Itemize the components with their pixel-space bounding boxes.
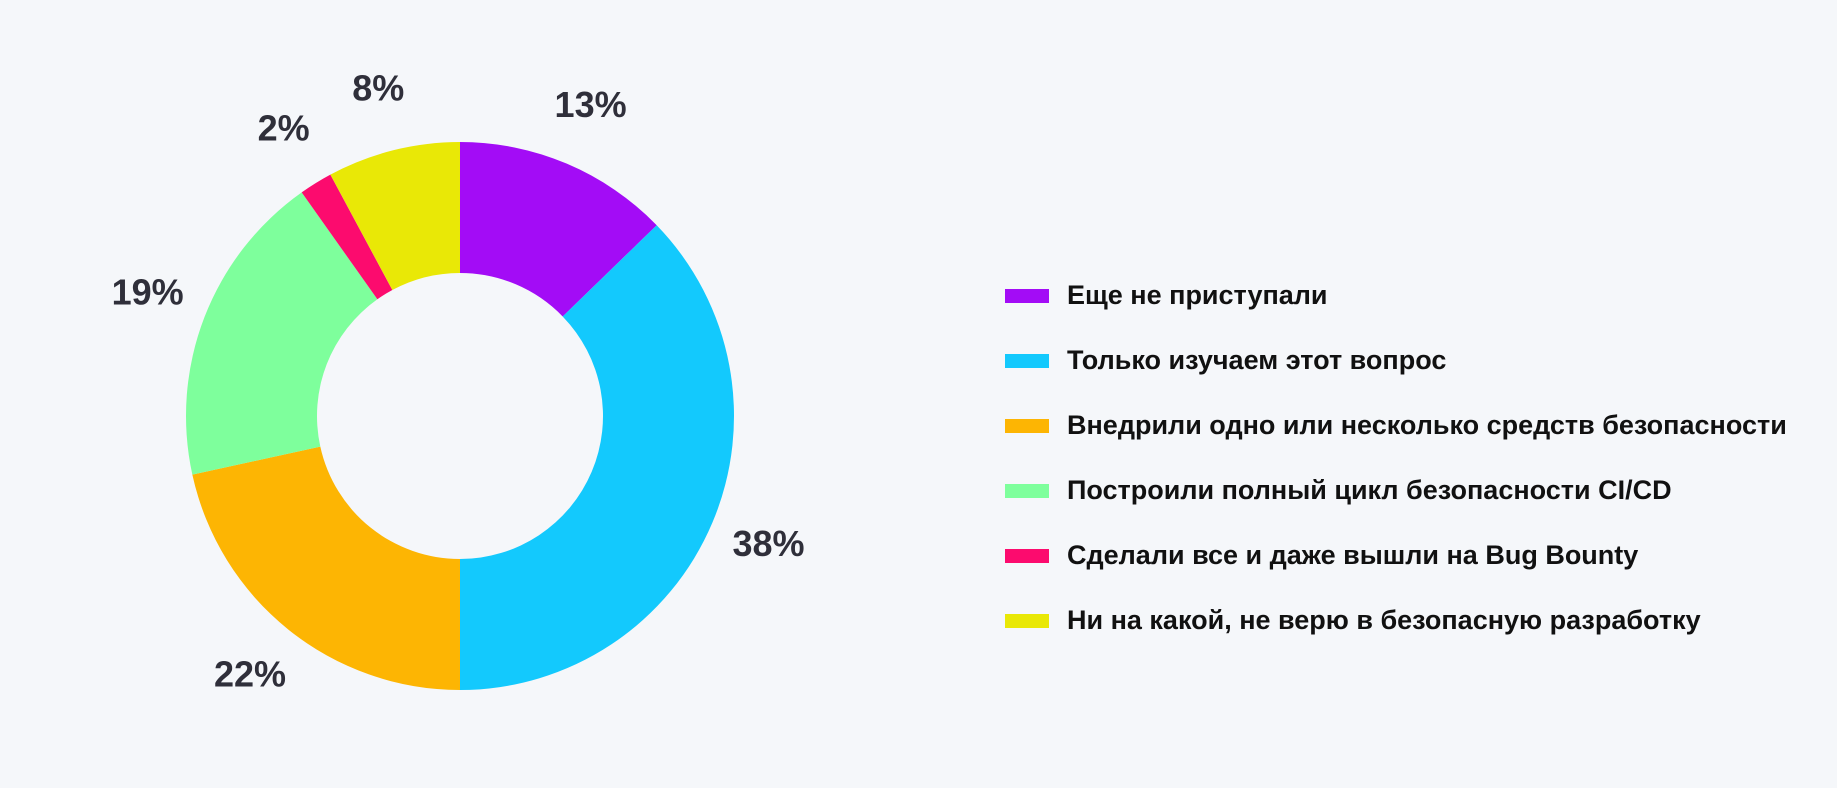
legend-label: Еще не приступали xyxy=(1067,280,1328,310)
slice-percent-label: 8% xyxy=(352,68,404,109)
chart-legend: Еще не приступали Только изучаем этот во… xyxy=(1005,278,1825,668)
slice-percent-label: 19% xyxy=(112,271,184,312)
legend-label: Построили полный цикл безопасности CI/CD xyxy=(1067,475,1672,505)
slice-percent-label: 38% xyxy=(732,523,804,564)
donut-slice xyxy=(301,174,393,300)
legend-item: Ни на какой, не верю в безопасную разраб… xyxy=(1005,603,1825,638)
donut-slice xyxy=(330,142,460,291)
legend-item: Только изучаем этот вопрос xyxy=(1005,343,1825,378)
legend-label: Внедрили одно или несколько средств безо… xyxy=(1067,410,1787,440)
legend-swatch xyxy=(1005,614,1049,628)
donut-slices xyxy=(186,142,734,691)
slice-percent-label: 2% xyxy=(258,108,310,149)
legend-item: Внедрили одно или несколько средств безо… xyxy=(1005,408,1825,443)
legend-item: Сделали все и даже вышли на Bug Bounty xyxy=(1005,538,1825,573)
donut-slice xyxy=(460,142,657,317)
legend-label: Только изучаем этот вопрос xyxy=(1067,345,1447,375)
percent-labels: 13% 38% 22% 19% 2% 8% xyxy=(112,68,805,695)
legend-swatch xyxy=(1005,354,1049,368)
legend-swatch xyxy=(1005,419,1049,433)
legend-label: Ни на какой, не верю в безопасную разраб… xyxy=(1067,605,1701,635)
donut-slice xyxy=(460,225,734,691)
legend-swatch xyxy=(1005,549,1049,563)
donut-slice xyxy=(192,446,460,690)
slice-percent-label: 22% xyxy=(214,654,286,695)
slice-percent-label: 13% xyxy=(555,84,627,125)
legend-item: Еще не приступали xyxy=(1005,278,1825,313)
legend-label: Сделали все и даже вышли на Bug Bounty xyxy=(1067,540,1639,570)
legend-swatch xyxy=(1005,289,1049,303)
donut-slice xyxy=(186,192,378,475)
legend-swatch xyxy=(1005,484,1049,498)
legend-item: Построили полный цикл безопасности CI/CD xyxy=(1005,473,1825,508)
